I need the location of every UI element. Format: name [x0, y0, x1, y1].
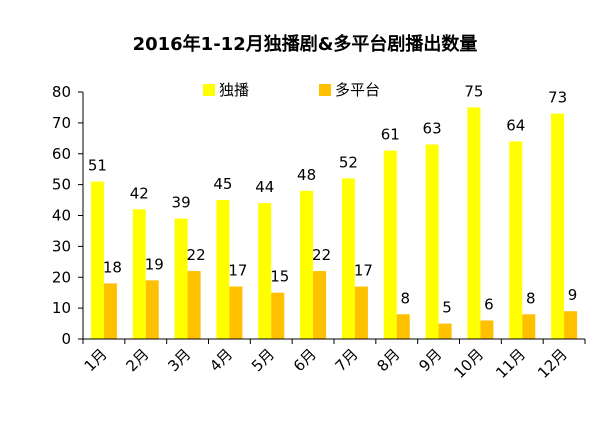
- data-label-multiplatform: 17: [354, 262, 373, 280]
- legend: 独播 多平台: [203, 81, 380, 99]
- data-label-multiplatform: 8: [526, 289, 536, 307]
- legend-swatch-exclusive: [203, 84, 215, 96]
- x-tick-label: 6月: [290, 345, 320, 375]
- y-tick-label: 80: [52, 83, 71, 101]
- bar-multiplatform: [229, 286, 243, 339]
- data-label-multiplatform: 22: [187, 246, 206, 264]
- bar-exclusive: [341, 178, 355, 339]
- data-label-exclusive: 64: [506, 116, 525, 134]
- bar-multiplatform: [438, 323, 452, 339]
- data-label-multiplatform: 19: [145, 255, 164, 273]
- y-axis: 0 10 20 30 40 50 60 70 80: [52, 83, 84, 348]
- x-tick-label: 2月: [122, 345, 152, 375]
- bar-multiplatform: [145, 280, 159, 339]
- data-label-multiplatform: 15: [270, 268, 289, 286]
- bar-exclusive: [509, 141, 523, 339]
- y-tick-label: 40: [52, 207, 71, 225]
- x-tick-label: 12月: [534, 345, 571, 382]
- data-label-exclusive: 39: [172, 194, 191, 212]
- data-label-multiplatform: 9: [568, 286, 578, 304]
- legend-label-exclusive: 独播: [219, 81, 249, 99]
- data-label-multiplatform: 8: [400, 289, 410, 307]
- chart-title: 2016年1-12月独播剧&多平台剧播出数量: [133, 33, 478, 55]
- x-tick-label: 8月: [373, 345, 403, 375]
- x-tick-label: 1月: [81, 345, 111, 375]
- data-labels-group: 51 18 42 19 39 22 45 17 44 15 48 22 52 17 61 8 63 5 75 6 64 8…: [88, 82, 577, 316]
- bar-multiplatform: [313, 271, 327, 339]
- data-label-exclusive: 61: [381, 126, 400, 144]
- x-tick-label: 4月: [206, 345, 236, 375]
- bar-multiplatform: [187, 271, 201, 339]
- y-tick-label: 20: [52, 268, 71, 286]
- y-tick-label: 0: [61, 330, 71, 348]
- legend-swatch-multiplatform: [319, 84, 331, 96]
- data-label-exclusive: 44: [255, 178, 274, 196]
- data-label-exclusive: 51: [88, 157, 107, 175]
- y-tick-label: 30: [52, 237, 71, 255]
- bar-exclusive: [90, 181, 104, 339]
- data-label-exclusive: 75: [464, 82, 483, 100]
- data-label-exclusive: 63: [423, 119, 442, 137]
- bar-multiplatform: [564, 311, 578, 339]
- bar-exclusive: [258, 203, 272, 339]
- bar-exclusive: [425, 144, 439, 339]
- y-tick-label: 10: [52, 299, 71, 317]
- bar-exclusive: [216, 200, 230, 339]
- x-axis: 1月 2月 3月 4月 5月 6月 7月 8月 9月 10月 11月 12月: [81, 338, 586, 382]
- y-tick-label: 70: [52, 114, 71, 132]
- x-tick-label: 9月: [415, 345, 445, 375]
- x-tick-label: 7月: [332, 345, 362, 375]
- bar-multiplatform: [271, 292, 285, 339]
- data-label-exclusive: 48: [297, 166, 316, 184]
- bar-exclusive: [467, 107, 481, 339]
- data-label-multiplatform: 18: [103, 258, 122, 276]
- bar-exclusive: [551, 113, 565, 339]
- x-tick-label: 10月: [450, 345, 487, 382]
- x-tick-label: 3月: [164, 345, 194, 375]
- y-tick-label: 50: [52, 176, 71, 194]
- data-label-exclusive: 42: [130, 184, 149, 202]
- bar-exclusive: [174, 218, 188, 339]
- y-tick-label: 60: [52, 145, 71, 163]
- legend-label-multiplatform: 多平台: [335, 81, 380, 99]
- bars-group: [90, 107, 578, 339]
- bar-exclusive: [132, 209, 146, 339]
- data-label-multiplatform: 17: [228, 262, 247, 280]
- x-tick-label: 11月: [492, 345, 529, 382]
- bar-multiplatform: [396, 314, 410, 339]
- data-label-multiplatform: 5: [442, 299, 452, 317]
- bar-exclusive: [300, 190, 314, 339]
- data-label-exclusive: 45: [213, 175, 232, 193]
- bar-multiplatform: [522, 314, 536, 339]
- bar-multiplatform: [103, 283, 117, 339]
- data-label-multiplatform: 22: [312, 246, 331, 264]
- bar-multiplatform: [480, 320, 494, 339]
- x-tick-label: 5月: [248, 345, 278, 375]
- data-label-multiplatform: 6: [484, 295, 494, 313]
- data-label-exclusive: 52: [339, 153, 358, 171]
- data-label-exclusive: 73: [548, 89, 567, 107]
- bar-exclusive: [383, 150, 397, 339]
- bar-multiplatform: [354, 286, 368, 339]
